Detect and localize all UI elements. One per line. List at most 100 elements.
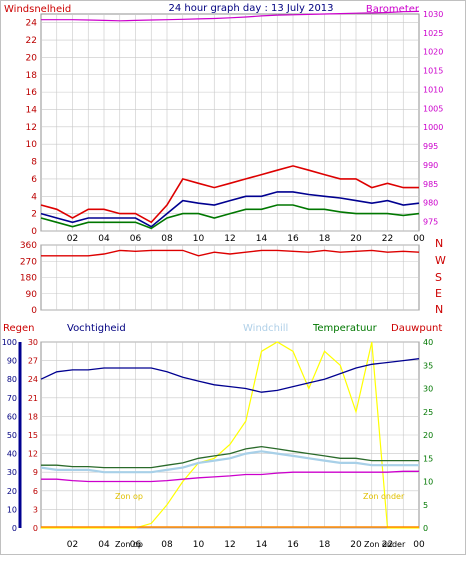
- wind-panel-axes: 0246810121416182022249759809859909951000…: [26, 10, 444, 244]
- barometer-y-tick: 1020: [423, 48, 443, 57]
- vochtigheid-y-tick: 60: [7, 412, 17, 421]
- climate-x-tick: 02: [67, 540, 78, 550]
- vochtigheid-y-tick: 10: [7, 505, 17, 514]
- wind-y-tick: 18: [26, 71, 38, 81]
- temp-y-tick: 5: [423, 501, 428, 510]
- temp-y-tick: 40: [423, 338, 433, 347]
- climate-x-tick: 00: [413, 540, 425, 550]
- climate-x-tick: 16: [287, 540, 299, 550]
- chart-title: 24 hour graph day : 13 July 2013: [168, 3, 333, 14]
- barometer-y-tick: 990: [423, 161, 438, 170]
- barometer-y-tick: 975: [423, 218, 438, 227]
- wind-x-tick: 14: [256, 234, 268, 244]
- wind-x-tick: 00: [413, 234, 425, 244]
- wind-y-tick: 2: [31, 210, 37, 220]
- title-barometer: Barometer: [366, 4, 420, 15]
- direction-label: N: [435, 303, 443, 316]
- wind-y-tick: 6: [31, 175, 37, 185]
- direction-label: N: [435, 237, 443, 250]
- series-temperatuur: [41, 445, 419, 469]
- wind-y-tick: 16: [26, 88, 38, 98]
- series-windvlagen: [40, 165, 419, 224]
- wind-y-tick: 10: [26, 140, 38, 150]
- vochtigheid-y-tick: 20: [7, 487, 17, 496]
- regen-y-tick: 0: [33, 524, 38, 533]
- axis-zon-op: Zon op: [115, 540, 143, 549]
- wind-y-tick: 12: [26, 123, 37, 133]
- regen-y-tick: 21: [28, 394, 38, 403]
- vochtigheid-y-tick: 40: [7, 450, 17, 459]
- title-windsnelheid: Windsnelheid: [4, 4, 71, 15]
- barometer-y-tick: 1015: [423, 67, 443, 76]
- barometer-y-tick: 1010: [423, 85, 443, 94]
- climate-x-tick: 14: [256, 540, 268, 550]
- wind-y-tick: 24: [26, 19, 38, 29]
- regen-y-tick: 27: [28, 357, 38, 366]
- climate-x-tick: 08: [161, 540, 173, 550]
- wind-y-tick: 22: [26, 36, 37, 46]
- regen-y-tick: 3: [33, 505, 38, 514]
- wind-x-tick: 22: [382, 234, 393, 244]
- temp-y-tick: 0: [423, 524, 428, 533]
- wind-x-tick: 10: [193, 234, 205, 244]
- barometer-y-tick: 980: [423, 199, 438, 208]
- climate-x-tick: 22: [382, 540, 393, 550]
- temp-y-tick: 20: [423, 431, 433, 440]
- axis-zon-onder: Zon onder: [364, 540, 406, 549]
- legend-windchill: Windchill: [243, 323, 288, 334]
- direction-label: S: [435, 271, 442, 284]
- temp-y-tick: 30: [423, 385, 433, 394]
- regen-y-tick: 18: [28, 412, 38, 421]
- climate-panel-axes: 0102030405060708090100036912151821242730…: [2, 338, 433, 550]
- wind-y-tick: 0: [31, 227, 37, 237]
- direction-y-tick: 90: [26, 290, 38, 300]
- wind-x-tick: 04: [98, 234, 110, 244]
- climate-x-tick: 18: [319, 540, 331, 550]
- wind-x-tick: 06: [130, 234, 142, 244]
- temp-y-tick: 25: [423, 408, 433, 417]
- direction-label: E: [435, 287, 442, 300]
- wind-y-tick: 20: [26, 53, 38, 63]
- series-windchill: [40, 450, 419, 474]
- direction-y-tick: 270: [20, 257, 37, 267]
- climate-x-tick: 06: [130, 540, 142, 550]
- direction-panel-grid: [41, 244, 419, 311]
- legend-temperatuur: Temperatuur: [312, 323, 378, 334]
- vochtigheid-y-tick: 0: [12, 524, 17, 533]
- barometer-y-tick: 1025: [423, 29, 443, 38]
- regen-y-tick: 12: [28, 450, 38, 459]
- climate-x-tick: 20: [350, 540, 362, 550]
- wind-y-tick: 14: [26, 105, 38, 115]
- vochtigheid-y-tick: 100: [2, 338, 17, 347]
- annotation-zon-op: Zon op: [115, 492, 143, 501]
- barometer-y-tick: 995: [423, 142, 438, 151]
- regen-y-tick: 6: [33, 487, 38, 496]
- series-dauwpunt: [41, 470, 419, 483]
- series-gem-wind: [40, 191, 420, 228]
- wind-panel-grid: [41, 14, 419, 232]
- wind-x-tick: 02: [67, 234, 78, 244]
- regen-y-tick: 15: [28, 431, 38, 440]
- series-wind: [40, 204, 420, 230]
- wind-y-tick: 8: [31, 158, 37, 168]
- direction-y-tick: 0: [31, 306, 37, 316]
- series-windrichting: [41, 249, 420, 257]
- direction-label: W: [435, 254, 446, 267]
- vochtigheid-y-tick: 90: [7, 357, 17, 366]
- annotation-zon-onder: Zon onder: [363, 492, 405, 501]
- direction-panel-axes: 0 90 180 270 360: [20, 241, 37, 316]
- wind-x-tick: 18: [319, 234, 331, 244]
- wind-x-tick: 20: [350, 234, 362, 244]
- barometer-y-tick: 1000: [423, 123, 443, 132]
- direction-y-tick: 180: [20, 274, 37, 284]
- direction-y-tick: 360: [20, 241, 37, 251]
- barometer-y-tick: 1030: [423, 10, 443, 19]
- regen-y-tick: 9: [33, 468, 38, 477]
- vochtigheid-y-tick: 30: [7, 468, 17, 477]
- climate-x-tick: 04: [98, 540, 110, 550]
- temp-y-tick: 35: [423, 361, 433, 370]
- barometer-y-tick: 1005: [423, 104, 443, 113]
